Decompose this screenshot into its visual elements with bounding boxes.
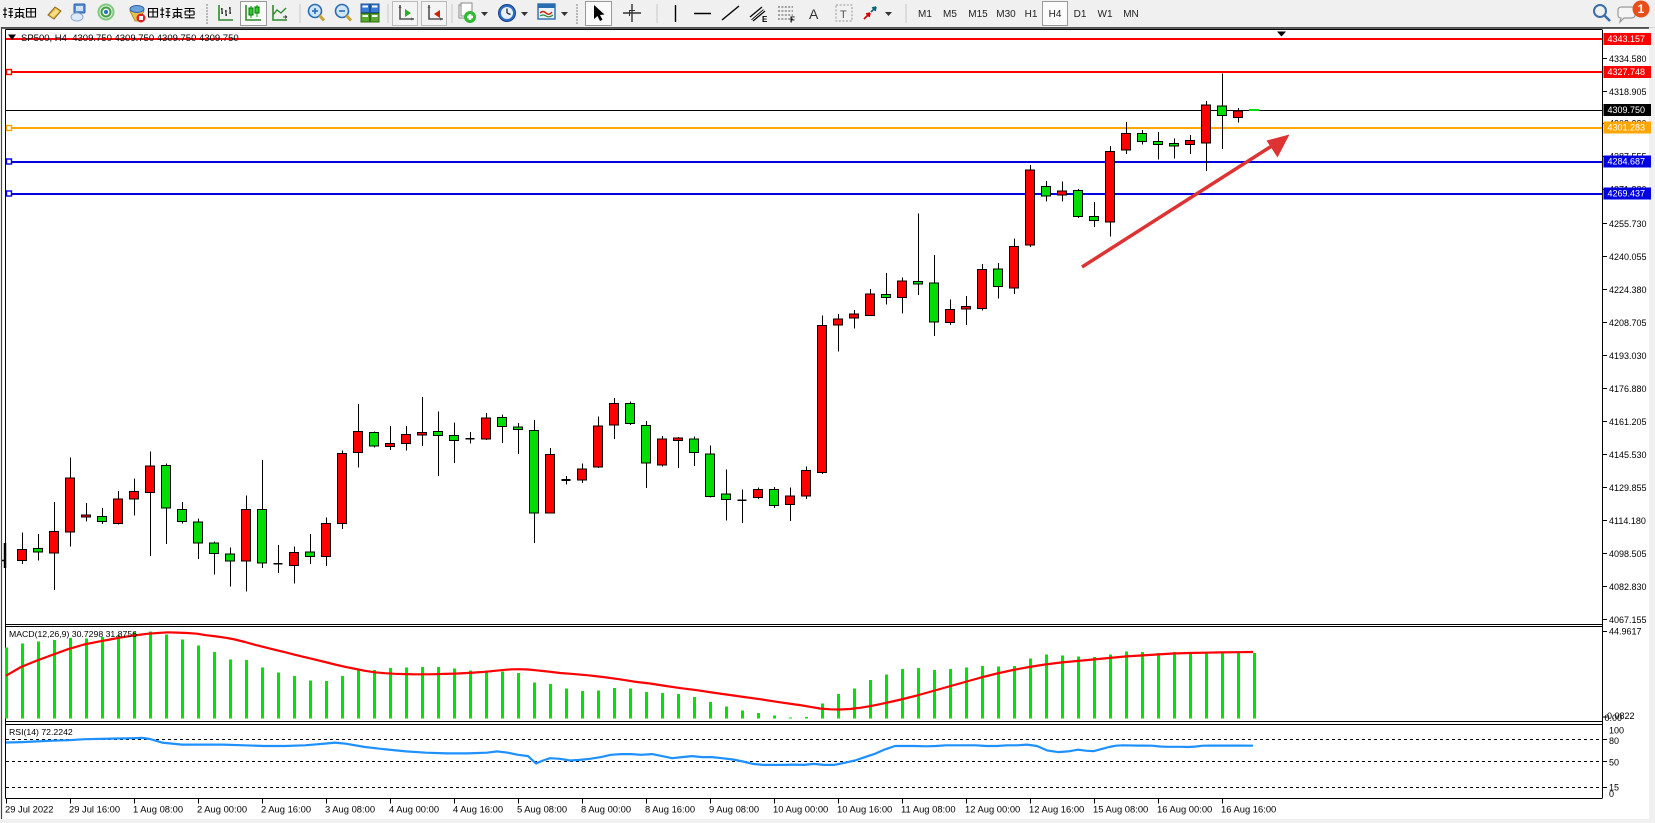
svg-text:2 Aug 00:00: 2 Aug 00:00	[197, 804, 247, 815]
svg-text:80: 80	[1609, 736, 1619, 746]
svg-text:16 Aug 16:00: 16 Aug 16:00	[1221, 804, 1276, 815]
svg-text:1: 1	[1638, 2, 1645, 16]
svg-text:E: E	[762, 15, 768, 24]
svg-text:4161.205: 4161.205	[1609, 417, 1647, 427]
svg-text:5 Aug 08:00: 5 Aug 08:00	[517, 804, 567, 815]
svg-text:50: 50	[1609, 758, 1619, 768]
svg-text:4208.705: 4208.705	[1609, 318, 1647, 328]
svg-text:4 Aug 16:00: 4 Aug 16:00	[453, 804, 503, 815]
svg-text:M5: M5	[943, 9, 957, 20]
svg-text:4098.505: 4098.505	[1609, 549, 1647, 559]
svg-text:H1: H1	[1025, 9, 1038, 20]
svg-text:4114.180: 4114.180	[1609, 516, 1646, 526]
svg-text:D1: D1	[1074, 9, 1087, 20]
svg-text:0: 0	[1609, 789, 1614, 799]
svg-text:H4: H4	[1049, 9, 1062, 20]
svg-text:4327.748: 4327.748	[1608, 67, 1646, 77]
svg-text:M1: M1	[918, 9, 932, 20]
svg-text:8 Aug 00:00: 8 Aug 00:00	[581, 804, 631, 815]
svg-text:0.0822: 0.0822	[1607, 711, 1635, 721]
svg-text:T: T	[840, 9, 847, 21]
svg-text:4318.905: 4318.905	[1609, 87, 1647, 97]
svg-text:4255.730: 4255.730	[1609, 219, 1647, 229]
svg-text:4082.830: 4082.830	[1609, 582, 1647, 592]
svg-text:16 Aug 00:00: 16 Aug 00:00	[1157, 804, 1212, 815]
svg-text:11 Aug 08:00: 11 Aug 08:00	[901, 804, 956, 815]
svg-text:9 Aug 08:00: 9 Aug 08:00	[709, 804, 759, 815]
svg-text:1 Aug 08:00: 1 Aug 08:00	[133, 804, 183, 815]
svg-text:4334.580: 4334.580	[1609, 54, 1647, 64]
svg-text:12 Aug 16:00: 12 Aug 16:00	[1029, 804, 1084, 815]
svg-text:15 Aug 08:00: 15 Aug 08:00	[1093, 804, 1148, 815]
svg-text:MACD(12,26,9) 30.7298 31.8756: MACD(12,26,9) 30.7298 31.8756	[9, 629, 137, 639]
svg-text:4240.055: 4240.055	[1609, 252, 1647, 262]
svg-text:12 Aug 00:00: 12 Aug 00:00	[965, 804, 1020, 815]
svg-text:W1: W1	[1098, 9, 1113, 20]
svg-text:4343.157: 4343.157	[1608, 34, 1646, 44]
svg-text:M15: M15	[968, 9, 988, 20]
svg-text:2 Aug 16:00: 2 Aug 16:00	[261, 804, 311, 815]
svg-text:4 Aug 00:00: 4 Aug 00:00	[389, 804, 439, 815]
svg-text:SP500, H4 4309.750 4309.750 4: SP500, H4 4309.750 4309.750 4309.750 430…	[21, 33, 239, 44]
svg-text:29 Jul 2022: 29 Jul 2022	[5, 804, 53, 815]
svg-text:MN: MN	[1123, 9, 1139, 20]
svg-text:4284.687: 4284.687	[1608, 157, 1646, 167]
svg-text:10 Aug 16:00: 10 Aug 16:00	[837, 804, 892, 815]
svg-text:4145.530: 4145.530	[1609, 450, 1647, 460]
svg-text:RSI(14) 72.2242: RSI(14) 72.2242	[9, 727, 73, 737]
svg-text:A: A	[809, 6, 819, 22]
svg-text:4176.880: 4176.880	[1609, 384, 1647, 394]
svg-text:4224.380: 4224.380	[1609, 285, 1647, 295]
svg-text:10 Aug 00:00: 10 Aug 00:00	[773, 804, 828, 815]
svg-text:15: 15	[1609, 783, 1619, 793]
svg-text:8 Aug 16:00: 8 Aug 16:00	[645, 804, 695, 815]
svg-text:4129.855: 4129.855	[1609, 483, 1647, 493]
svg-text:4193.030: 4193.030	[1609, 351, 1647, 361]
svg-text:4301.283: 4301.283	[1608, 123, 1646, 133]
svg-text:F: F	[790, 16, 795, 25]
svg-text:4269.437: 4269.437	[1608, 189, 1646, 199]
svg-text:4067.155: 4067.155	[1609, 615, 1647, 625]
svg-text:29 Jul 16:00: 29 Jul 16:00	[69, 804, 120, 815]
svg-text:0.00: 0.00	[1605, 713, 1623, 723]
svg-text:100: 100	[1609, 726, 1624, 736]
svg-text:M30: M30	[996, 9, 1016, 20]
svg-text:3 Aug 08:00: 3 Aug 08:00	[325, 804, 375, 815]
svg-text:4309.750: 4309.750	[1608, 105, 1646, 115]
svg-text:44.9617: 44.9617	[1609, 627, 1642, 637]
